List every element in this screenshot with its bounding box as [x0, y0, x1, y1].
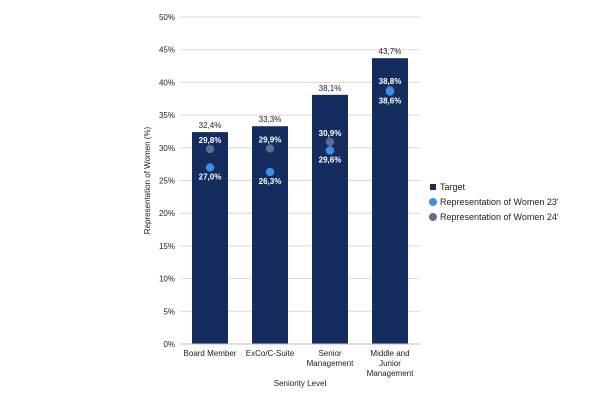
point-women-24 [265, 144, 275, 153]
legend-label: Representation of Women 23' [440, 197, 559, 207]
point-women-23 [265, 167, 275, 177]
legend-swatch-point [429, 198, 437, 206]
point-women-23-label: 26,3% [259, 177, 282, 186]
legend-swatch-point [429, 213, 437, 221]
point-women-23-label: 29,6% [319, 155, 342, 164]
bar-value-label: 33,3% [259, 115, 282, 124]
bar-value-label: 43,7% [379, 47, 402, 56]
x-tick-label: ExCo/C-Suite [246, 349, 295, 358]
point-women-23-label: 27,0% [199, 172, 222, 181]
y-tick-label: 20% [159, 209, 175, 218]
y-tick-label: 10% [159, 275, 175, 284]
y-tick-label: 15% [159, 242, 175, 251]
point-women-24-label: 30,9% [319, 129, 342, 138]
y-tick-label: 30% [159, 144, 175, 153]
point-women-23 [325, 146, 335, 155]
point-women-24-label: 29,9% [259, 135, 282, 144]
y-tick-label: 5% [163, 307, 175, 316]
x-axis-ticks: Board Member ExCo/C-Suite Senior Management… [184, 349, 415, 378]
points: 29,8% 27,0% 29,9% 26,3% 30,9% 29,6% 38,8% 38,6% [199, 77, 402, 186]
bar-value-label: 38,1% [319, 84, 342, 93]
bar-target [312, 94, 348, 345]
point-women-23 [205, 163, 215, 172]
bars: 32,4% 33,3% 38,1% 43,7% [192, 47, 408, 345]
point-women-24-label: 29,8% [199, 136, 222, 145]
x-tick-label: Middle and Junior Management [367, 349, 414, 378]
point-women-24 [205, 144, 215, 154]
bar-value-label: 32,4% [199, 121, 222, 130]
y-tick-label: 50% [159, 13, 175, 22]
y-axis-title: Representation of Women (%) [143, 126, 152, 234]
legend-label: Representation of Women 24' [440, 212, 559, 222]
y-tick-label: 35% [159, 111, 175, 120]
point-women-23-label: 38,6% [379, 97, 402, 106]
y-tick-label: 25% [159, 177, 175, 186]
bar-target [252, 126, 288, 344]
legend: Target Representation of Women 23' Represe… [429, 182, 559, 222]
bar-target [372, 58, 408, 345]
x-tick-label: Senior Management [307, 349, 354, 368]
x-axis-title: Seniority Level [274, 379, 327, 388]
point-women-24-label: 38,8% [379, 77, 402, 86]
x-tick-label: Board Member [184, 349, 237, 358]
legend-swatch-target [430, 184, 436, 190]
y-tick-label: 0% [163, 340, 175, 349]
y-tick-label: 40% [159, 78, 175, 87]
point-women-23 [385, 87, 395, 96]
legend-label: Target [440, 182, 466, 192]
point-women-24 [325, 137, 335, 147]
y-axis-ticks: 0% 5% 10% 15% 20% 25% 30% 35% 40% 45% 50% [159, 13, 175, 349]
y-tick-label: 45% [159, 46, 175, 55]
